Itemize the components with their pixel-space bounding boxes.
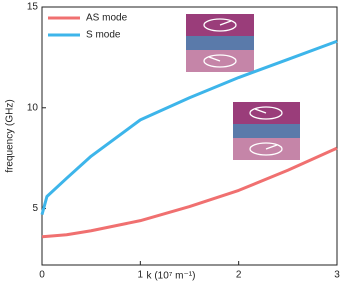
legend-label: AS mode xyxy=(86,13,128,24)
x-tick-label: 0 xyxy=(39,270,45,281)
y-tick-label: 10 xyxy=(27,102,39,113)
legend-label: S mode xyxy=(86,30,121,41)
series-line xyxy=(41,146,338,239)
inset-bottom xyxy=(233,102,300,160)
y-tick-label: 15 xyxy=(27,2,39,13)
inset-top xyxy=(186,14,254,72)
series-line xyxy=(40,39,338,216)
y-axis-label: frequency (GHz) xyxy=(5,99,16,172)
y-tick-label: 5 xyxy=(32,203,38,214)
x-axis-label: k (10⁷ m⁻¹) xyxy=(147,271,196,282)
x-tick-label: 1 xyxy=(138,270,144,281)
plot-frame xyxy=(41,6,338,266)
x-tick-label: 2 xyxy=(236,270,242,281)
x-tick-label: 3 xyxy=(334,270,340,281)
